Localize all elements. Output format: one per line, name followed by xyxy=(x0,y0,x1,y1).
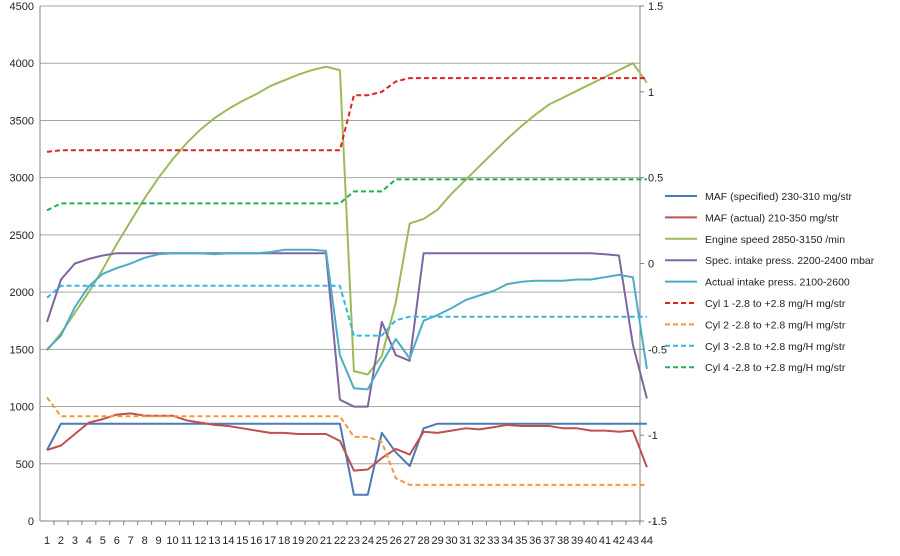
series-line-3 xyxy=(46,62,648,376)
legend-label: Cyl 3 -2.8 to +2.8 mg/H mg/str xyxy=(705,341,846,353)
series-line-6 xyxy=(46,77,647,153)
x-tick-label: 18 xyxy=(278,535,290,547)
series-line-7 xyxy=(46,396,647,486)
left-y-tick-label: 2500 xyxy=(10,230,34,242)
right-y-tick-label: 0 xyxy=(648,259,654,271)
x-tick-label: 12 xyxy=(194,535,206,547)
left-y-tick-label: 1000 xyxy=(10,402,34,414)
x-tick-label: 13 xyxy=(208,535,220,547)
x-tick-label: 39 xyxy=(571,535,583,547)
x-tick-label: 44 xyxy=(641,535,653,547)
x-tick-label: 16 xyxy=(250,535,262,547)
x-tick-label: 9 xyxy=(156,535,162,547)
left-y-tick-label: 4000 xyxy=(10,58,34,70)
x-tick-label: 7 xyxy=(128,535,134,547)
series-lines xyxy=(46,62,648,496)
series-line-2 xyxy=(46,412,648,472)
x-tick-label: 6 xyxy=(114,535,120,547)
x-tick-label: 31 xyxy=(459,535,471,547)
left-y-tick-label: 1500 xyxy=(10,344,34,356)
left-y-tick-label: 3000 xyxy=(10,173,34,185)
legend-label: Cyl 2 -2.8 to +2.8 mg/H mg/str xyxy=(705,319,846,331)
right-y-tick-label: 1.5 xyxy=(648,1,663,13)
x-tick-label: 5 xyxy=(100,535,106,547)
series-line-5 xyxy=(46,248,648,391)
x-tick-label: 14 xyxy=(222,535,234,547)
series-line-4 xyxy=(46,252,648,408)
x-tick-label: 30 xyxy=(445,535,457,547)
x-tick-label: 19 xyxy=(292,535,304,547)
x-tick-label: 33 xyxy=(487,535,499,547)
x-tick-label: 37 xyxy=(543,535,555,547)
x-tick-label: 3 xyxy=(72,535,78,547)
x-tick-label: 27 xyxy=(404,535,416,547)
x-tick-label: 25 xyxy=(376,535,388,547)
x-tick-label: 10 xyxy=(166,535,178,547)
x-tick-label: 38 xyxy=(557,535,569,547)
left-y-tick-label: 4500 xyxy=(10,1,34,13)
right-y-tick-label: 1 xyxy=(648,87,654,99)
right-y-tick-label: -1.5 xyxy=(648,516,667,528)
x-tick-label: 43 xyxy=(627,535,639,547)
x-tick-label: 42 xyxy=(613,535,625,547)
x-tick-label: 29 xyxy=(431,535,443,547)
gridlines xyxy=(40,5,640,465)
x-tick-label: 21 xyxy=(320,535,332,547)
x-tick-label: 17 xyxy=(264,535,276,547)
x-tick-label: 35 xyxy=(515,535,527,547)
series-line-1 xyxy=(46,422,647,496)
x-axis-ticks: 1 2 3 4 5 6 7 8 9 10 11 12 13 14 15 16 17 18 19 20 21 22 23 24 2… xyxy=(44,521,655,547)
x-tick-label: 36 xyxy=(529,535,541,547)
x-tick-label: 22 xyxy=(334,535,346,547)
x-tick-label: 11 xyxy=(181,535,192,547)
legend-label: Actual intake press. 2100-2600 xyxy=(705,277,850,289)
right-y-tick-label: -0.5 xyxy=(648,344,667,356)
x-tick-label: 32 xyxy=(473,535,485,547)
x-tick-label: 28 xyxy=(418,535,430,547)
x-tick-label: 20 xyxy=(306,535,318,547)
x-tick-label: 2 xyxy=(58,535,64,547)
series-line-8 xyxy=(46,284,647,337)
legend-label: Spec. intake press. 2200-2400 mbar xyxy=(705,255,875,267)
x-tick-label: 40 xyxy=(585,535,597,547)
x-tick-label: 4 xyxy=(86,535,92,547)
x-tick-label: 15 xyxy=(236,535,248,547)
x-tick-label: 8 xyxy=(142,535,148,547)
left-y-tick-label: 0 xyxy=(28,516,34,528)
right-y-axis-ticks: -1.5 -1 -0.5 0 0.5 1 1.5 xyxy=(640,1,667,528)
left-y-tick-label: 2000 xyxy=(10,287,34,299)
legend: MAF (specified) 230-310 mg/str MAF (actua… xyxy=(665,191,875,374)
x-tick-label: 26 xyxy=(390,535,402,547)
left-y-tick-label: 500 xyxy=(16,459,34,471)
left-y-axis-ticks: 0 500 1000 1500 2000 2500 3000 3500 4000 4500 xyxy=(10,1,34,528)
legend-label: Cyl 4 -2.8 to +2.8 mg/H mg/str xyxy=(705,362,846,374)
left-y-tick-label: 3500 xyxy=(10,115,34,127)
x-tick-label: 23 xyxy=(348,535,360,547)
x-tick-label: 24 xyxy=(362,535,374,547)
right-y-tick-label: 0.5 xyxy=(648,173,663,185)
x-tick-label: 41 xyxy=(599,535,611,547)
right-y-tick-label: -1 xyxy=(648,430,658,442)
x-tick-label: 34 xyxy=(501,535,513,547)
legend-label: Cyl 1 -2.8 to +2.8 mg/H mg/str xyxy=(705,298,846,310)
x-tick-label: 1 xyxy=(44,535,50,547)
legend-label: MAF (specified) 230-310 mg/str xyxy=(705,191,853,203)
legend-label: Engine speed 2850-3150 /min xyxy=(705,234,845,246)
legend-label: MAF (actual) 210-350 mg/str xyxy=(705,212,839,224)
